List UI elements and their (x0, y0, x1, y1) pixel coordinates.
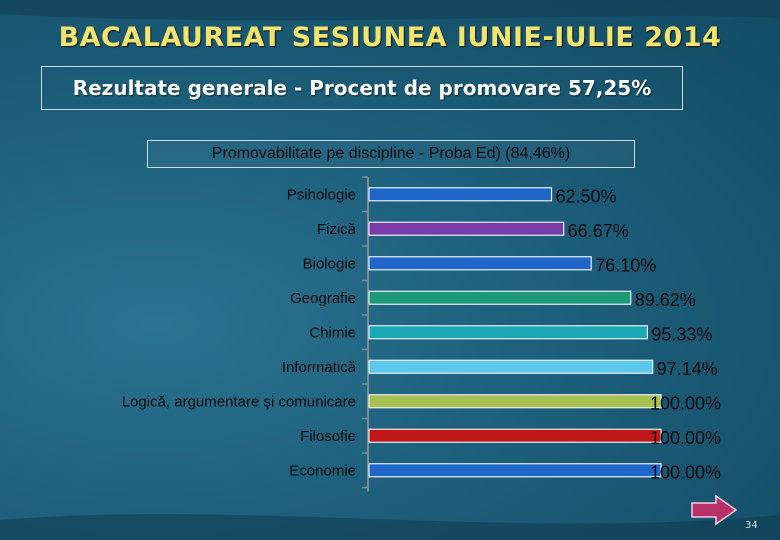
value-label: 89.62% (635, 290, 696, 310)
value-label: 100.00% (650, 393, 721, 413)
bar (368, 359, 654, 374)
bar (368, 325, 648, 340)
category-label: Logică, argumentare şi comunicare (122, 393, 356, 410)
category-label: Fizică (317, 221, 357, 238)
bar (368, 221, 565, 236)
value-label: 97.14% (657, 359, 718, 379)
bar (368, 463, 662, 478)
bar (368, 394, 662, 409)
category-label: Chimie (309, 324, 356, 341)
value-label: 76.10% (595, 255, 656, 275)
results-summary: Rezultate generale - Procent de promovar… (41, 66, 683, 110)
bar (368, 256, 592, 271)
category-label: Filosofie (300, 428, 356, 445)
arrow-right-icon[interactable] (690, 494, 738, 526)
bar (368, 290, 632, 305)
value-label: 100.00% (650, 428, 721, 448)
bar (368, 187, 553, 202)
slide-title: BACALAUREAT SESIUNEA IUNIE-IULIE 2014 (58, 22, 722, 53)
bar (368, 428, 662, 443)
category-label: Biologie (303, 255, 356, 272)
category-label: Psihologie (287, 186, 356, 203)
category-label: Informatică (282, 359, 357, 376)
category-label: Geografie (290, 290, 356, 307)
page-number: 34 (745, 520, 758, 531)
value-label: 62.50% (556, 186, 617, 206)
value-label: 100.00% (650, 462, 721, 482)
chart-title: Promovabilitate pe discipline - Proba Ed… (147, 140, 635, 168)
value-label: 95.33% (651, 324, 712, 344)
category-label: Economie (289, 462, 356, 479)
value-label: 66.67% (568, 221, 629, 241)
